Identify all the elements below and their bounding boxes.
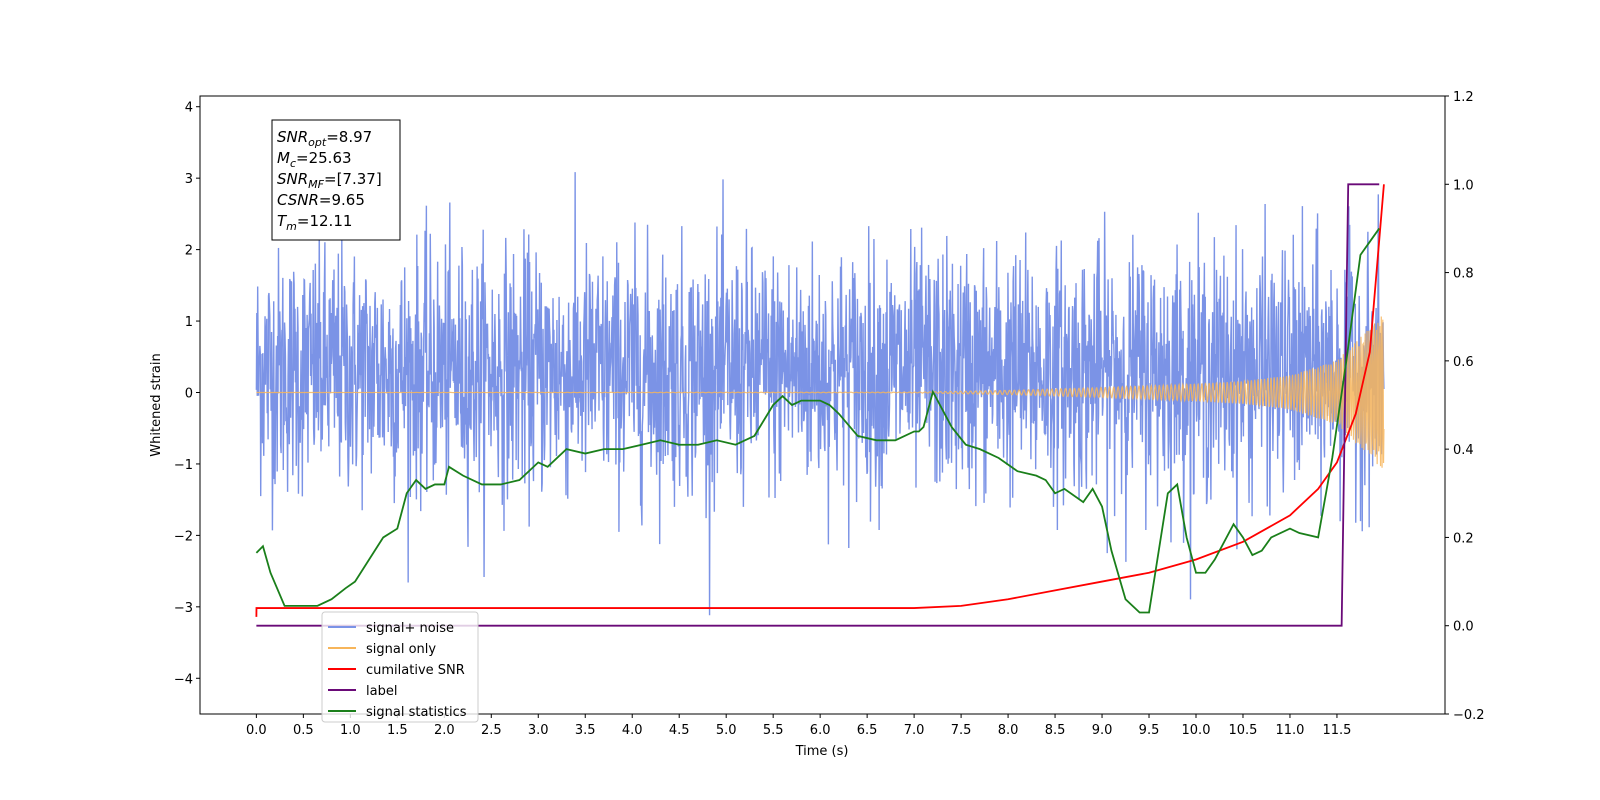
annotation-line: Mc=25.63 bbox=[277, 149, 352, 170]
x-tick-label: 8.0 bbox=[998, 723, 1019, 738]
series-label bbox=[256, 183, 1380, 627]
x-tick-label: 4.5 bbox=[669, 723, 690, 738]
x-tick-label: 0.5 bbox=[293, 723, 314, 738]
series-cumulative-snr bbox=[255, 184, 1385, 617]
legend-entry: label bbox=[328, 684, 397, 699]
y-left-tick-label: −4 bbox=[174, 672, 193, 687]
legend-label: cumilative SNR bbox=[366, 663, 465, 678]
x-tick-label: 10.5 bbox=[1229, 723, 1258, 738]
y-left-tick-label: 0 bbox=[185, 386, 193, 401]
legend-frame bbox=[321, 611, 479, 723]
legend-entry: signal only bbox=[328, 642, 436, 657]
x-tick-label: 2.5 bbox=[481, 723, 502, 738]
annotation-box: SNRopt=8.97Mc=25.63SNRMF=[7.37]CSNR=9.65… bbox=[271, 119, 401, 241]
y-left-tick-label: −2 bbox=[174, 529, 193, 544]
y-right-tick-label: 0.6 bbox=[1453, 355, 1474, 370]
x-tick-label: 1.5 bbox=[387, 723, 408, 738]
y-axis-right: 1.2 1.0 0.8 0.6 0.4 0.2 0.0 −0.2 bbox=[1445, 90, 1485, 723]
legend-label: signal only bbox=[366, 642, 436, 657]
x-tick-label: 2.0 bbox=[434, 723, 455, 738]
legend-entry: cumilative SNR bbox=[328, 663, 465, 678]
x-tick-label: 8.5 bbox=[1045, 723, 1066, 738]
legend-label: label bbox=[366, 684, 397, 699]
x-tick-label: 11.5 bbox=[1322, 723, 1351, 738]
y-right-tick-label: 0.0 bbox=[1453, 620, 1474, 635]
x-tick-label: 6.0 bbox=[810, 723, 831, 738]
x-tick-label: 1.0 bbox=[340, 723, 361, 738]
x-axis: 0.0 0.5 1.0 1.5 2.0 2.5 3.0 3.5 4.0 4.5 5.0 5.5 6.0 6… bbox=[246, 714, 1351, 738]
series-layer bbox=[255, 172, 1385, 627]
legend-entry: signal+ noise bbox=[328, 621, 454, 636]
y-right-tick-label: 1.2 bbox=[1453, 90, 1474, 105]
y-right-tick-label: 0.4 bbox=[1453, 443, 1474, 458]
legend-label: signal statistics bbox=[366, 705, 467, 720]
x-tick-label: 5.5 bbox=[763, 723, 784, 738]
x-tick-label: 7.0 bbox=[904, 723, 925, 738]
series-signal-statistics bbox=[255, 227, 1380, 614]
series-signal-only bbox=[256, 316, 1385, 468]
y-left-tick-label: −3 bbox=[174, 601, 193, 616]
y-axis-left: 4 3 2 1 0 −1 −2 −3 −4 bbox=[174, 101, 200, 687]
annotation-frame bbox=[271, 119, 401, 241]
x-tick-label: 7.5 bbox=[951, 723, 972, 738]
legend-label: signal+ noise bbox=[366, 621, 454, 636]
x-tick-label: 5.0 bbox=[716, 723, 737, 738]
x-tick-label: 10.0 bbox=[1182, 723, 1211, 738]
y-right-tick-label: 0.2 bbox=[1453, 531, 1474, 546]
axes-frame bbox=[199, 95, 1446, 715]
y-left-tick-label: 1 bbox=[185, 315, 193, 330]
annotation-line: CSNR=9.65 bbox=[277, 191, 365, 209]
y-right-tick-label: 1.0 bbox=[1453, 178, 1474, 193]
legend-entry: signal statistics bbox=[328, 705, 467, 720]
x-tick-label: 9.5 bbox=[1139, 723, 1160, 738]
x-tick-label: 9.0 bbox=[1092, 723, 1113, 738]
x-tick-label: 0.0 bbox=[246, 723, 267, 738]
x-tick-label: 4.0 bbox=[622, 723, 643, 738]
y-left-tick-label: −1 bbox=[174, 458, 193, 473]
x-tick-label: 11.0 bbox=[1275, 723, 1304, 738]
x-tick-label: 3.0 bbox=[528, 723, 549, 738]
x-tick-label: 6.5 bbox=[857, 723, 878, 738]
y-left-tick-label: 3 bbox=[185, 172, 193, 187]
y-right-tick-label: −0.2 bbox=[1453, 708, 1485, 723]
y-right-tick-label: 0.8 bbox=[1453, 267, 1474, 282]
y-axis-label: Whitened strain bbox=[149, 353, 164, 456]
y-left-tick-label: 4 bbox=[185, 101, 193, 116]
y-left-tick-label: 2 bbox=[185, 244, 193, 259]
legend: signal+ noise signal only cumilative SNR la… bbox=[321, 611, 479, 723]
x-axis-label: Time (s) bbox=[795, 744, 849, 759]
annotation-line: SNRopt=8.97 bbox=[277, 128, 372, 149]
annotation-line: Tm=12.11 bbox=[277, 212, 352, 233]
annotation-line: SNRMF=[7.37] bbox=[277, 170, 382, 191]
series-signal-noise bbox=[255, 172, 1385, 616]
x-tick-label: 3.5 bbox=[575, 723, 596, 738]
